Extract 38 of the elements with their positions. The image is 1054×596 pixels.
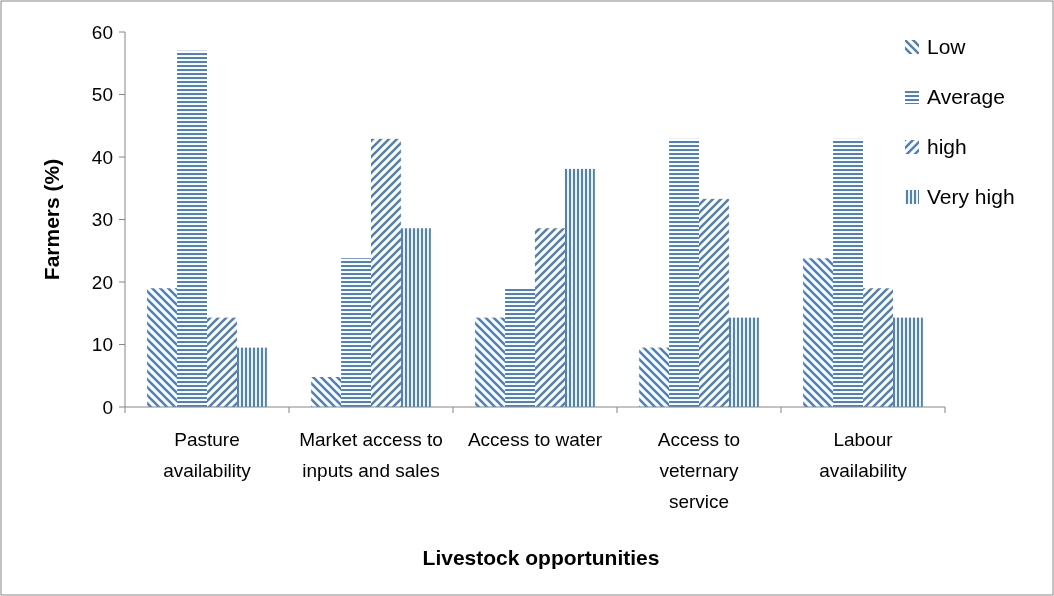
y-tick-label: 40 xyxy=(91,146,113,168)
bar xyxy=(147,288,178,407)
legend-label: Average xyxy=(927,85,1005,109)
y-tick-label: 50 xyxy=(91,84,113,106)
bar xyxy=(699,198,729,407)
x-tick-label: Labour availability xyxy=(819,429,908,481)
bar xyxy=(475,317,506,407)
x-tick-label: Pasture availability xyxy=(163,429,252,481)
bar xyxy=(833,138,863,407)
legend-label: Very high xyxy=(927,185,1015,209)
bar xyxy=(236,347,267,407)
y-tick-label: 10 xyxy=(91,334,113,356)
bar xyxy=(535,228,565,407)
y-tick-label: 30 xyxy=(91,209,113,231)
legend-label: Low xyxy=(927,35,967,59)
bar xyxy=(863,288,893,407)
bar xyxy=(177,50,207,407)
bar xyxy=(341,258,371,407)
bar xyxy=(371,138,401,407)
bar xyxy=(400,228,431,407)
bar xyxy=(311,377,342,407)
bar xyxy=(207,317,237,407)
bar xyxy=(803,258,834,407)
bar xyxy=(728,317,759,407)
bar xyxy=(564,168,595,407)
legend-label: high xyxy=(927,135,967,159)
x-tick-label: Access to veternary service xyxy=(657,429,741,512)
x-tick-label: Market access to inputs and sales xyxy=(299,429,443,481)
bar xyxy=(892,317,923,407)
bar xyxy=(505,288,535,407)
x-tick-label: Access to water xyxy=(467,429,603,450)
y-tick-label: 0 xyxy=(102,396,113,418)
y-tick-label: 20 xyxy=(91,271,113,293)
x-axis-title: Livestock opportunities xyxy=(422,546,660,569)
bar xyxy=(639,347,670,407)
y-tick-label: 60 xyxy=(91,21,113,43)
y-axis-title: Farmers (%) xyxy=(40,158,63,281)
bar xyxy=(669,138,699,407)
